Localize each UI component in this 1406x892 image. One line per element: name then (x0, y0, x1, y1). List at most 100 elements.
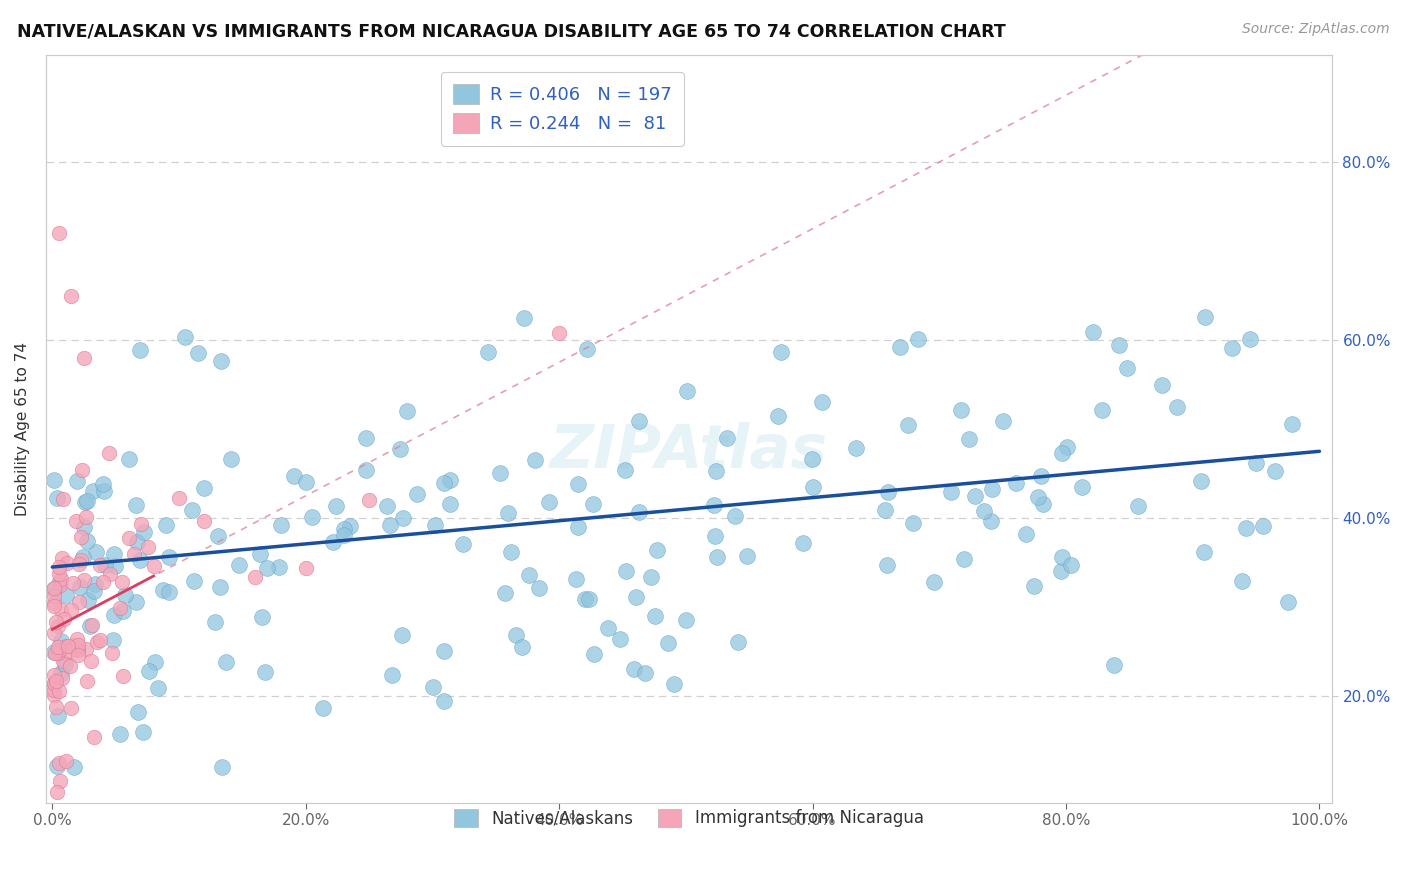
Point (84, 577, 107, 591)
Point (973, 504, 995, 518)
Point (72, 549, 94, 564)
Point (676, 384, 699, 399)
Point (104, 559, 127, 574)
Point (396, 404, 419, 418)
Point (55, 639, 77, 653)
Point (228, 558, 250, 573)
Point (112, 669, 135, 683)
Point (51, 634, 73, 648)
Point (901, 516, 924, 530)
Point (875, 503, 897, 517)
Point (51, 603, 73, 617)
Point (76, 533, 98, 548)
Point (48, 559, 70, 574)
Point (614, 564, 637, 578)
Point (1050, 564, 1073, 578)
Point (129, 553, 152, 567)
Point (1264, 464, 1286, 478)
Point (301, 510, 323, 524)
Point (75, 494, 97, 508)
Point (157, 550, 180, 565)
Point (675, 614, 697, 628)
Point (657, 635, 679, 649)
Point (1128, 500, 1150, 514)
Point (1281, 417, 1303, 431)
Point (49, 572, 72, 586)
Point (406, 487, 429, 501)
Point (75, 642, 97, 657)
Point (42, 645, 65, 659)
Point (103, 607, 125, 622)
Point (582, 497, 605, 511)
Point (129, 343, 152, 357)
Point (505, 628, 527, 642)
Point (53, 657, 76, 671)
Point (73, 351, 96, 365)
Point (1050, 446, 1073, 460)
Point (1234, 521, 1257, 535)
Point (187, 346, 209, 360)
Point (811, 394, 834, 409)
Point (132, 524, 155, 539)
Point (91, 477, 114, 491)
Point (143, 656, 166, 670)
Point (49, 665, 72, 680)
Point (62, 575, 84, 590)
Point (243, 570, 266, 584)
Point (59, 659, 82, 673)
Point (548, 326, 571, 341)
Point (1005, 475, 1028, 490)
Point (42, 668, 65, 682)
Point (193, 514, 215, 528)
Point (211, 760, 233, 774)
Point (354, 462, 377, 476)
Point (82, 484, 104, 499)
Point (950, 402, 973, 417)
Point (267, 560, 290, 574)
Point (76, 494, 98, 508)
Point (981, 482, 1004, 496)
Point (876, 484, 898, 499)
Point (333, 527, 356, 541)
Point (644, 608, 666, 623)
Point (46, 785, 69, 799)
Point (952, 551, 974, 566)
Point (42, 682, 65, 697)
Point (1091, 402, 1114, 417)
Point (1032, 497, 1054, 511)
Point (322, 535, 344, 549)
Point (219, 451, 242, 466)
Point (907, 332, 929, 346)
Point (295, 475, 318, 490)
Point (209, 580, 232, 594)
Point (207, 528, 229, 542)
Point (75, 509, 97, 524)
Point (494, 585, 516, 599)
Point (510, 640, 533, 654)
Point (1232, 574, 1254, 588)
Point (48, 619, 70, 633)
Point (801, 480, 824, 494)
Point (45, 759, 67, 773)
Point (98, 446, 121, 460)
Point (124, 498, 146, 512)
Point (1050, 549, 1073, 564)
Point (439, 497, 461, 511)
Point (103, 547, 125, 561)
Point (1244, 456, 1267, 470)
Point (704, 464, 727, 478)
Point (634, 665, 657, 680)
Point (67, 643, 90, 657)
Point (127, 535, 149, 549)
Point (1029, 468, 1052, 483)
Point (576, 342, 599, 356)
Point (72, 573, 94, 587)
Point (325, 499, 347, 513)
Point (769, 345, 792, 359)
Point (388, 442, 411, 456)
Point (359, 492, 381, 507)
Point (1108, 338, 1130, 352)
Point (48, 756, 70, 770)
Point (49, 578, 72, 592)
Point (46, 646, 69, 660)
